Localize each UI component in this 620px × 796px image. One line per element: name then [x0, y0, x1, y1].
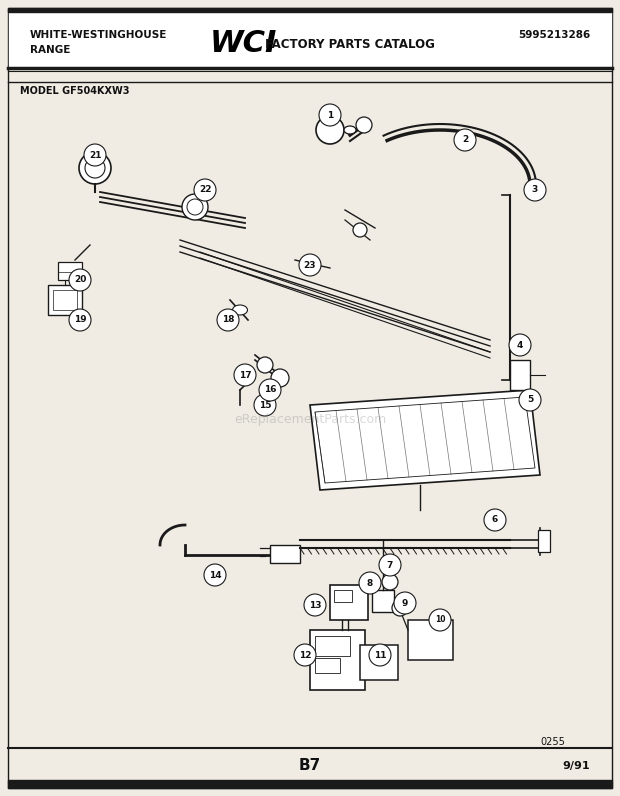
Text: 9/91: 9/91	[562, 761, 590, 771]
Bar	[8, 8, 612, 11]
Text: WCI: WCI	[210, 29, 277, 58]
Bar	[8, 783, 612, 788]
Circle shape	[234, 364, 256, 386]
Circle shape	[316, 116, 344, 144]
Text: 0255: 0255	[540, 737, 565, 747]
Circle shape	[204, 564, 226, 586]
Circle shape	[259, 379, 281, 401]
Circle shape	[484, 509, 506, 531]
Text: 10: 10	[435, 615, 445, 625]
Text: 5: 5	[527, 396, 533, 404]
Text: 15: 15	[259, 400, 272, 409]
Circle shape	[69, 309, 91, 331]
Bar	[408, 620, 453, 660]
Text: 2: 2	[462, 135, 468, 145]
Circle shape	[194, 179, 216, 201]
Text: 20: 20	[74, 275, 86, 284]
Bar	[53, 290, 77, 310]
Text: 16: 16	[264, 385, 277, 395]
Text: 12: 12	[299, 650, 311, 660]
Circle shape	[304, 594, 326, 616]
Text: B7: B7	[299, 759, 321, 774]
Text: 19: 19	[74, 315, 86, 325]
Circle shape	[369, 644, 391, 666]
Polygon shape	[315, 397, 535, 483]
Text: 22: 22	[199, 185, 211, 194]
FancyBboxPatch shape	[8, 8, 612, 788]
Text: 23: 23	[304, 260, 316, 270]
Text: 5995213286: 5995213286	[518, 30, 590, 40]
Text: 3: 3	[532, 185, 538, 194]
Text: MODEL GF504KXW3: MODEL GF504KXW3	[20, 86, 130, 96]
Ellipse shape	[232, 305, 247, 315]
Circle shape	[509, 334, 531, 356]
Polygon shape	[310, 390, 540, 490]
Text: 14: 14	[209, 571, 221, 579]
Text: FACTORY PARTS CATALOG: FACTORY PARTS CATALOG	[265, 37, 435, 50]
Text: eReplacementParts.com: eReplacementParts.com	[234, 413, 386, 427]
Text: 21: 21	[89, 150, 101, 159]
Bar	[58, 262, 82, 280]
Circle shape	[79, 152, 111, 184]
Circle shape	[85, 158, 105, 178]
Text: 4: 4	[517, 341, 523, 349]
Circle shape	[69, 269, 91, 291]
Text: RANGE: RANGE	[30, 45, 71, 55]
Bar	[48, 285, 82, 315]
Text: 17: 17	[239, 370, 251, 380]
Bar	[310, 630, 365, 690]
Circle shape	[392, 600, 408, 616]
Circle shape	[319, 104, 341, 126]
Text: 9: 9	[402, 599, 408, 607]
Circle shape	[84, 144, 106, 166]
Text: 11: 11	[374, 650, 386, 660]
Circle shape	[294, 644, 316, 666]
Circle shape	[187, 199, 203, 215]
Text: 7: 7	[387, 560, 393, 569]
Circle shape	[353, 223, 367, 237]
Bar	[8, 11, 612, 12]
Text: 1: 1	[327, 111, 333, 119]
Ellipse shape	[344, 126, 356, 134]
Circle shape	[254, 394, 276, 416]
Bar	[538, 530, 550, 552]
Circle shape	[524, 179, 546, 201]
Circle shape	[519, 389, 541, 411]
Circle shape	[394, 592, 416, 614]
Text: 6: 6	[492, 516, 498, 525]
Circle shape	[379, 554, 401, 576]
Bar	[270, 545, 300, 563]
Bar	[8, 780, 612, 783]
Text: 8: 8	[367, 579, 373, 587]
Circle shape	[299, 254, 321, 276]
Bar	[510, 360, 530, 390]
Bar	[330, 585, 368, 620]
Circle shape	[271, 369, 289, 387]
Bar	[315, 658, 340, 673]
Bar	[360, 645, 398, 680]
Circle shape	[217, 309, 239, 331]
Circle shape	[359, 572, 381, 594]
Circle shape	[257, 357, 273, 373]
Circle shape	[182, 194, 208, 220]
Bar	[9, 12, 611, 68]
Circle shape	[429, 609, 451, 631]
Text: 13: 13	[309, 600, 321, 610]
Text: WHITE-WESTINGHOUSE: WHITE-WESTINGHOUSE	[30, 30, 167, 40]
Bar	[372, 590, 394, 612]
Text: 18: 18	[222, 315, 234, 325]
Circle shape	[454, 129, 476, 151]
Bar	[315, 636, 350, 656]
Circle shape	[382, 574, 398, 590]
Bar	[334, 590, 352, 602]
Circle shape	[356, 117, 372, 133]
